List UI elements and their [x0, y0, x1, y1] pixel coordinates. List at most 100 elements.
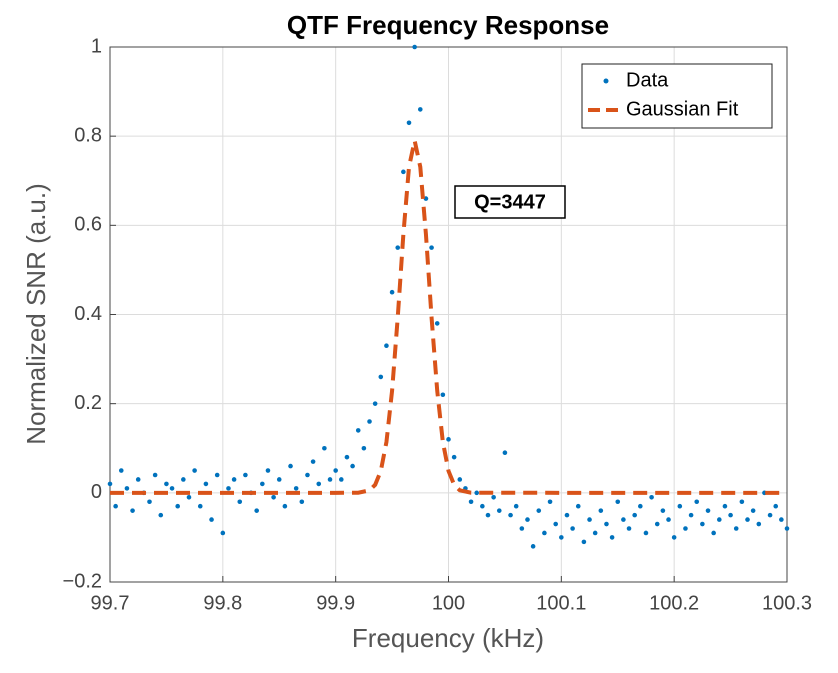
data-point [717, 517, 722, 522]
data-point [282, 503, 288, 509]
x-tick-label: 100.1 [536, 592, 586, 614]
data-point [491, 494, 496, 500]
legend-marker [603, 78, 609, 84]
data-point [694, 499, 700, 505]
data-point [316, 481, 322, 487]
data-point [175, 503, 180, 509]
data-point [214, 472, 220, 478]
data-point [243, 472, 248, 478]
data-point [276, 477, 282, 482]
data-point [745, 517, 750, 522]
y-tick-label: 0 [91, 481, 102, 503]
legend-box [581, 63, 773, 129]
data-point [587, 517, 592, 522]
data-point [293, 486, 299, 491]
x-tick-label: 99.8 [203, 592, 242, 614]
data-point [508, 512, 513, 518]
data-point [186, 494, 192, 500]
data-point [733, 526, 739, 531]
data-point [440, 392, 446, 398]
data-point [158, 512, 164, 518]
data-point [660, 508, 666, 513]
data-point [784, 526, 790, 531]
data-point [203, 481, 209, 487]
data-point [525, 517, 530, 522]
data-point [181, 477, 186, 482]
data-point [779, 517, 784, 522]
data-point [412, 44, 417, 50]
data-point [632, 512, 637, 518]
data-point [299, 499, 305, 505]
data-point [513, 503, 519, 509]
data-point [750, 508, 756, 513]
x-tick-label: 100 [432, 592, 465, 614]
data-point [434, 321, 440, 326]
y-axis-label: Normalized SNR (a.u.) [21, 183, 51, 445]
data-point [113, 503, 118, 509]
data-point [209, 517, 214, 522]
data-point [485, 512, 491, 518]
data-point [378, 374, 384, 380]
data-point [197, 503, 203, 509]
data-point [553, 521, 558, 527]
data-point [643, 530, 649, 536]
data-point [666, 517, 671, 522]
data-point [389, 289, 395, 295]
data-point [417, 107, 423, 112]
data-point [446, 437, 451, 442]
x-tick-label: 100.2 [649, 592, 699, 614]
y-tick-label: 0.4 [74, 303, 102, 325]
data-point [254, 508, 259, 513]
data-point [559, 535, 564, 540]
data-point [305, 472, 310, 478]
data-point [654, 521, 660, 527]
data-point [361, 445, 367, 451]
data-point [756, 521, 762, 527]
data-point [231, 477, 237, 482]
data-point [609, 535, 615, 540]
data-point [310, 459, 316, 464]
data-point [767, 512, 773, 518]
data-point [288, 463, 293, 469]
data-point [372, 401, 378, 406]
y-tick-label: 0.2 [74, 392, 102, 414]
data-point [107, 481, 113, 487]
data-point [350, 463, 355, 469]
data-point [118, 468, 124, 473]
data-point [671, 535, 677, 540]
data-point [457, 477, 463, 482]
data-point [260, 481, 265, 487]
data-point [700, 521, 705, 527]
data-point [542, 530, 547, 536]
data-point [401, 169, 406, 175]
data-point [226, 486, 231, 491]
data-point [164, 481, 169, 487]
data-point [728, 512, 733, 518]
chart-title: QTF Frequency Response [287, 10, 609, 40]
data-point [502, 450, 508, 456]
data-point [265, 468, 271, 473]
x-tick-label: 99.7 [91, 592, 130, 614]
data-point [739, 499, 745, 505]
annotation: Q=3447 [474, 191, 546, 213]
data-point [468, 499, 474, 505]
data-point [547, 499, 553, 505]
data-point [237, 499, 243, 505]
data-point [570, 526, 575, 531]
data-point [604, 521, 609, 527]
data-point [130, 508, 135, 513]
data-point [355, 428, 361, 433]
data-point [649, 494, 654, 500]
data-point [530, 544, 536, 549]
data-point [124, 486, 130, 491]
y-tick-label: 0.6 [74, 214, 102, 236]
data-point [592, 530, 598, 536]
data-point [406, 120, 412, 126]
data-point [615, 499, 621, 505]
data-point [271, 494, 276, 500]
plot-frame [109, 46, 788, 583]
data-point [773, 503, 779, 509]
data-point [333, 468, 338, 473]
data-point [339, 477, 344, 482]
